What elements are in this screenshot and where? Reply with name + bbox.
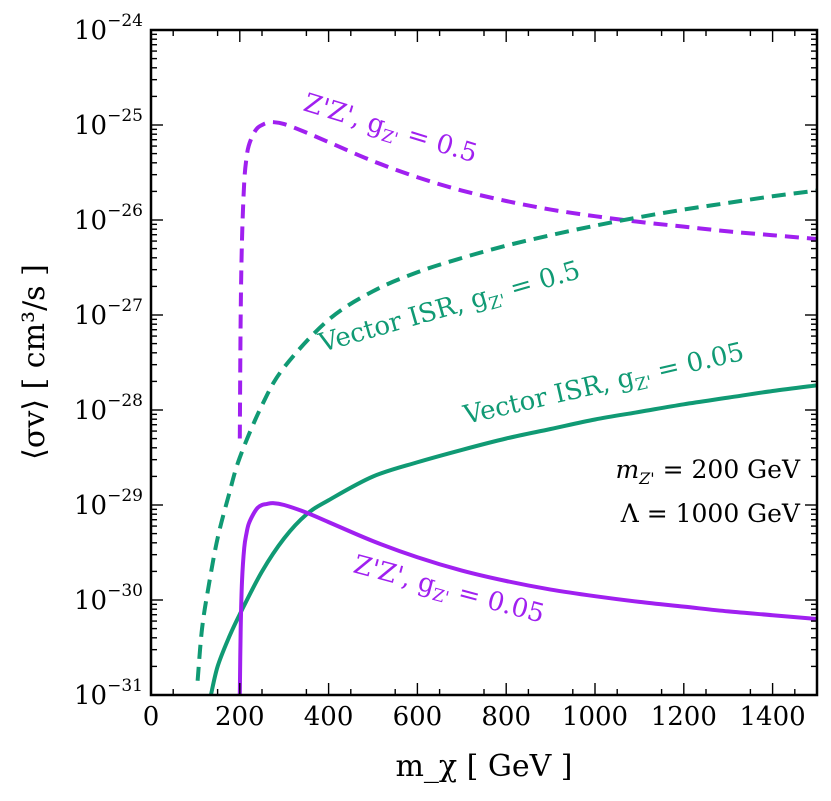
series-line-4 [237, 501, 817, 695]
y-tick-label: 10−29 [74, 486, 143, 521]
y-tick-label: 10−28 [74, 391, 143, 426]
y-axis-label: ⟨σv⟩ [ cm³/s ] [17, 264, 52, 460]
x-tick-label: 1200 [651, 702, 717, 732]
series-line-2 [195, 188, 817, 681]
curve-annotation-2: Vector ISR, gZ' = 0.5 [315, 255, 585, 362]
mass-parameter-label: mZ' = 200 GeV [615, 455, 801, 488]
x-tick-label: 400 [304, 702, 354, 732]
series-line-1 [237, 120, 817, 439]
y-tick-label: 10−31 [74, 676, 143, 711]
lambda-parameter-label: Λ = 1000 GeV [620, 499, 801, 528]
x-tick-label: 1000 [562, 702, 628, 732]
curve-annotation-3: Vector ISR, gZ' = 0.05 [460, 337, 748, 435]
x-tick-label: 800 [481, 702, 531, 732]
x-tick-label: 200 [215, 702, 265, 732]
curve-annotation-1: Z'Z', gZ' = 0.5 [299, 88, 481, 173]
y-tick-label: 10−24 [74, 11, 143, 46]
y-tick-label: 10−26 [74, 201, 143, 236]
series-line-3 [208, 383, 817, 695]
x-tick-label: 0 [143, 702, 160, 732]
curve-annotation-4: Z'Z', gZ' = 0.05 [349, 550, 547, 634]
x-tick-label: 1400 [740, 702, 806, 732]
y-tick-label: 10−25 [74, 106, 143, 141]
x-tick-label: 600 [393, 702, 443, 732]
y-tick-label: 10−27 [74, 296, 143, 331]
x-axis-label: m_χ [ GeV ] [395, 749, 572, 784]
y-tick-label: 10−30 [74, 581, 143, 616]
